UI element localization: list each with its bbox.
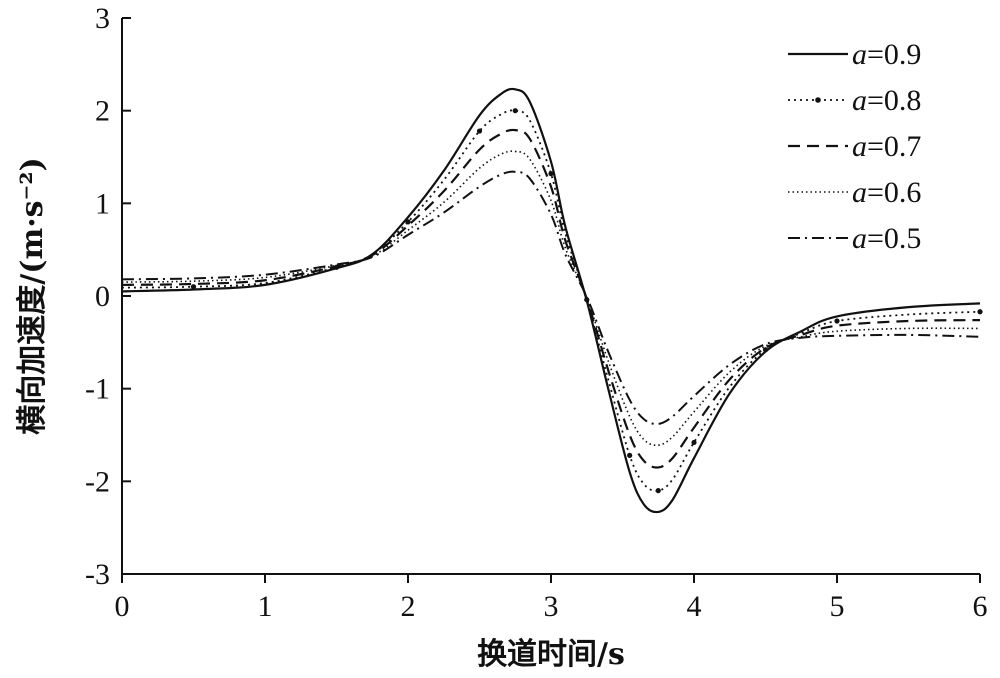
- y-tick-label: 2: [95, 95, 110, 128]
- series-point-1: [405, 219, 411, 225]
- plot-area: [121, 87, 983, 514]
- x-ticks: 0 1 2 3 4 5 6: [115, 574, 988, 623]
- series-line-2: [121, 128, 981, 469]
- series-point-1: [834, 318, 840, 324]
- series-point-1: [762, 347, 769, 353]
- legend-label-0: a=0.9: [852, 38, 921, 71]
- y-tick-label: -3: [85, 558, 110, 591]
- legend-variable: a: [852, 130, 867, 163]
- series-point-1: [190, 284, 197, 290]
- y-ticks: -3 -2 -1 0 1 2 3: [85, 2, 131, 591]
- legend-value: =0.9: [867, 38, 921, 71]
- x-tick-label: 2: [401, 590, 416, 623]
- x-axis-title: 换道时间/s: [477, 637, 625, 672]
- y-tick-label: -2: [85, 465, 110, 498]
- x-tick-label: 1: [258, 590, 273, 623]
- y-tick-label: 3: [95, 2, 110, 35]
- legend-label-2: a=0.7: [852, 130, 921, 163]
- series-point-1: [977, 309, 983, 315]
- legend-value: =0.5: [867, 222, 921, 255]
- y-tick-label: 1: [95, 187, 110, 220]
- legend-variable: a: [852, 222, 867, 255]
- legend-value: =0.6: [867, 176, 921, 209]
- y-tick-label: -1: [85, 373, 110, 406]
- series-line-4: [121, 170, 981, 425]
- series-point-1: [627, 452, 633, 458]
- series-point-1: [691, 439, 697, 446]
- x-tick-label: 5: [830, 590, 845, 623]
- series-point-1: [476, 128, 483, 134]
- series-point-1: [512, 108, 518, 114]
- x-tick-label: 6: [973, 590, 988, 623]
- legend-variable: a: [852, 84, 867, 117]
- series-line-1: [121, 109, 981, 492]
- y-tick-label: 0: [95, 280, 110, 313]
- legend-label-4: a=0.5: [852, 222, 921, 255]
- legend-marker-1: [815, 97, 821, 103]
- x-tick-label: 3: [544, 590, 559, 623]
- x-tick-label: 0: [115, 590, 130, 623]
- legend-variable: a: [852, 38, 867, 71]
- x-tick-label: 4: [687, 590, 702, 623]
- y-axis-title: 横向加速度/(m·s⁻²): [15, 157, 50, 434]
- legend-value: =0.8: [867, 84, 921, 117]
- series-line-3: [121, 150, 981, 447]
- legend-variable: a: [852, 176, 867, 209]
- legend: a=0.9a=0.8a=0.7a=0.6a=0.5: [788, 38, 921, 255]
- series-point-1: [655, 488, 661, 494]
- series-point-1: [548, 171, 554, 177]
- legend-label-3: a=0.6: [852, 176, 921, 209]
- legend-label-1: a=0.8: [852, 84, 921, 117]
- legend-value: =0.7: [867, 130, 921, 163]
